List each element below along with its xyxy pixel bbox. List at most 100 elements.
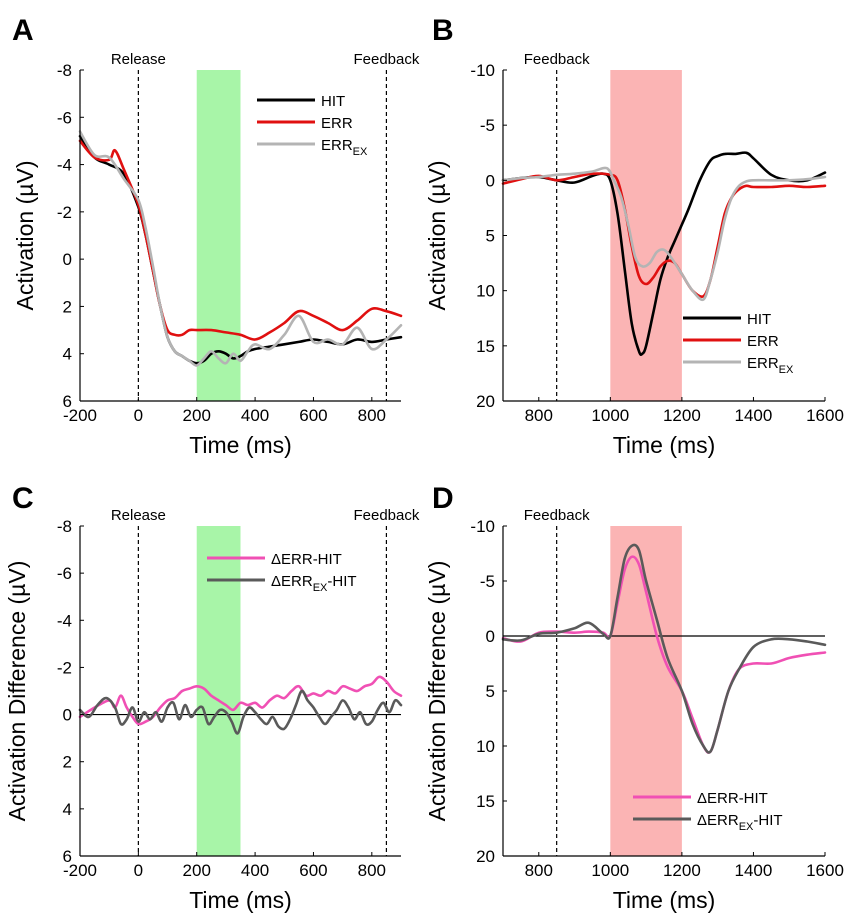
y-tick-label: -10 bbox=[470, 61, 495, 80]
series-line-2 bbox=[78, 130, 403, 367]
x-tick-label: 1400 bbox=[735, 861, 773, 880]
y-tick-label: -2 bbox=[57, 203, 72, 222]
y-tick-label: 5 bbox=[486, 227, 495, 246]
y-tick-label: 6 bbox=[63, 392, 72, 411]
x-tick-label: 400 bbox=[241, 861, 269, 880]
legend: HIT ERR ERREX bbox=[257, 93, 368, 158]
legend-label: ΔERREX-HIT bbox=[697, 812, 783, 833]
event-label: Release bbox=[111, 507, 166, 524]
y-tick-label: 10 bbox=[476, 737, 495, 756]
series-line-1 bbox=[78, 689, 403, 735]
legend: HIT ERR ERREX bbox=[683, 311, 794, 376]
legend-label: ΔERR-HIT bbox=[697, 790, 768, 807]
y-tick-label: 20 bbox=[476, 847, 495, 866]
y-tick-label: 5 bbox=[486, 682, 495, 701]
y-tick-label: 10 bbox=[476, 282, 495, 301]
x-tick-label: 800 bbox=[525, 861, 553, 880]
x-tick-label: 1000 bbox=[591, 861, 629, 880]
panel-c: C Release Feedback -200 0 200 400 600 800 -8 -6 -4 -… bbox=[4, 482, 420, 913]
panel-letter: D bbox=[432, 482, 454, 515]
x-axis-label: Time (ms) bbox=[189, 432, 292, 458]
y-tick-label: -4 bbox=[57, 156, 72, 175]
y-tick-label: -5 bbox=[480, 572, 495, 591]
y-tick-label: -5 bbox=[480, 116, 495, 135]
panel-letter: C bbox=[12, 482, 34, 515]
legend-label: HIT bbox=[321, 93, 345, 110]
y-tick-label: 6 bbox=[63, 847, 72, 866]
series-line-1 bbox=[78, 139, 403, 341]
legend-label: ERR bbox=[747, 333, 779, 350]
panel-d: D Feedback 800 1000 1200 1400 1600 -10 -5 0 5 10 15 2… bbox=[424, 482, 844, 913]
y-tick-label: 20 bbox=[476, 392, 495, 411]
x-tick-label: 800 bbox=[358, 861, 386, 880]
panel-b: B Feedback 800 1000 1200 1400 1600 -10 -5 0 5 10 15 2… bbox=[424, 14, 844, 458]
y-tick-label: 0 bbox=[63, 706, 72, 725]
x-tick-label: 200 bbox=[183, 406, 211, 425]
x-tick-label: 1200 bbox=[663, 861, 701, 880]
y-axis-label: Activation (µV) bbox=[424, 160, 450, 310]
series-line-1 bbox=[501, 543, 827, 754]
y-tick-label: 0 bbox=[63, 250, 72, 269]
x-axis-label: Time (ms) bbox=[613, 887, 716, 913]
y-tick-label: 2 bbox=[63, 753, 72, 772]
panel-a: A Release Feedback -200 0 200 400 600 800 -8 -6 -4 -… bbox=[12, 14, 420, 458]
y-axis-label: Activation Difference (µV) bbox=[424, 561, 450, 822]
event-label: Feedback bbox=[524, 507, 590, 524]
shaded-window bbox=[196, 70, 241, 401]
y-tick-label: -6 bbox=[57, 564, 72, 583]
y-axis-label: Activation (µV) bbox=[12, 160, 38, 310]
x-tick-label: -200 bbox=[63, 406, 97, 425]
series-line-0 bbox=[501, 555, 827, 754]
legend: ΔERR-HIT ΔERREX-HIT bbox=[207, 551, 357, 594]
event-label: Release bbox=[111, 51, 166, 68]
y-tick-label: 0 bbox=[486, 171, 495, 190]
y-tick-label: -10 bbox=[470, 517, 495, 536]
x-tick-label: 1000 bbox=[591, 406, 629, 425]
y-tick-label: 0 bbox=[486, 627, 495, 646]
y-tick-label: -8 bbox=[57, 517, 72, 536]
legend-label: ERR bbox=[321, 115, 353, 132]
legend-label: ΔERR-HIT bbox=[271, 551, 342, 568]
legend: ΔERR-HIT ΔERREX-HIT bbox=[633, 790, 783, 833]
event-label: Feedback bbox=[524, 51, 590, 68]
x-axis-label: Time (ms) bbox=[189, 887, 292, 913]
y-tick-label: 2 bbox=[63, 297, 72, 316]
panel-letter: A bbox=[12, 14, 34, 47]
event-label: Feedback bbox=[353, 507, 419, 524]
series-line-0 bbox=[78, 675, 403, 726]
y-tick-label: 15 bbox=[476, 337, 495, 356]
x-tick-label: 0 bbox=[134, 406, 143, 425]
x-tick-label: 0 bbox=[134, 861, 143, 880]
x-tick-label: 400 bbox=[241, 406, 269, 425]
x-tick-label: 800 bbox=[525, 406, 553, 425]
legend-label: ERREX bbox=[321, 137, 368, 158]
x-tick-label: 600 bbox=[299, 861, 327, 880]
shaded-window bbox=[196, 526, 241, 856]
panel-letter: B bbox=[432, 14, 454, 47]
legend-label: HIT bbox=[747, 311, 771, 328]
y-axis-label: Activation Difference (µV) bbox=[4, 561, 30, 822]
y-tick-label: -2 bbox=[57, 658, 72, 677]
x-tick-label: 1200 bbox=[663, 406, 701, 425]
x-tick-label: -200 bbox=[63, 861, 97, 880]
y-tick-label: 4 bbox=[63, 800, 72, 819]
y-tick-label: -6 bbox=[57, 108, 72, 127]
series-line-0 bbox=[501, 151, 827, 356]
event-label: Feedback bbox=[353, 51, 419, 68]
legend-label: ΔERREX-HIT bbox=[271, 573, 357, 594]
x-tick-label: 200 bbox=[183, 861, 211, 880]
x-axis-label: Time (ms) bbox=[613, 432, 716, 458]
y-tick-label: -4 bbox=[57, 611, 72, 630]
legend-label: ERREX bbox=[747, 355, 794, 376]
series-line-1 bbox=[501, 172, 827, 298]
x-tick-label: 800 bbox=[358, 406, 386, 425]
x-tick-label: 1600 bbox=[806, 406, 844, 425]
x-tick-label: 600 bbox=[299, 406, 327, 425]
y-tick-label: -8 bbox=[57, 61, 72, 80]
y-tick-label: 4 bbox=[63, 345, 72, 364]
x-tick-label: 1600 bbox=[806, 861, 844, 880]
x-tick-label: 1400 bbox=[735, 406, 773, 425]
y-tick-label: 15 bbox=[476, 792, 495, 811]
series-line-2 bbox=[501, 166, 827, 302]
